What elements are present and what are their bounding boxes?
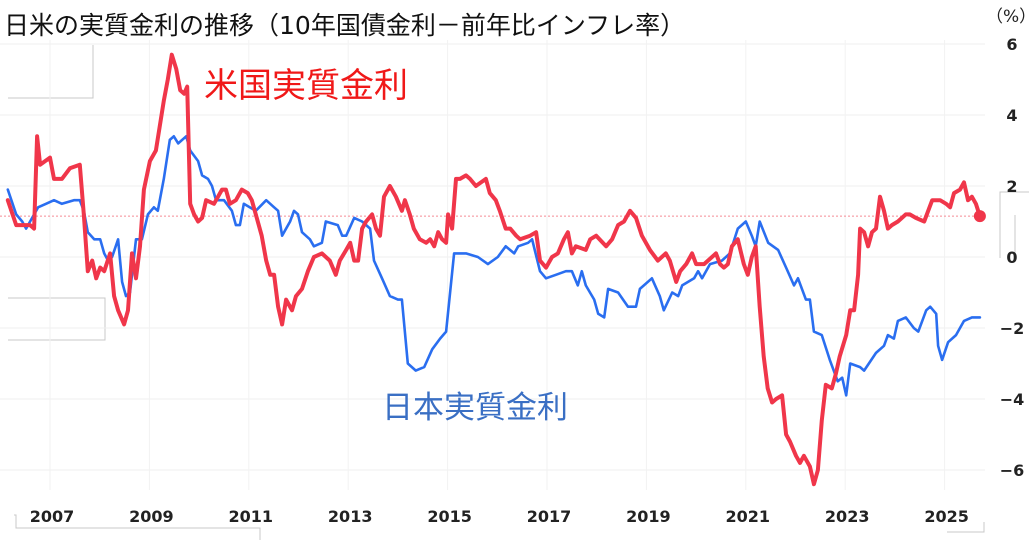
y-tick-label: 4 — [1006, 106, 1017, 125]
frame-bracket-top-left — [8, 45, 94, 99]
x-tick-label: 2011 — [229, 507, 274, 526]
x-axis-ticks: 2007 2009 2011 2013 2015 2017 2019 2021 2023 2025 — [30, 507, 969, 526]
y-tick-label: −4 — [1000, 390, 1025, 409]
frame-bracket-bottom — [14, 514, 261, 540]
x-tick-label: 2025 — [924, 507, 969, 526]
series-label-us: 米国実質金利 — [204, 66, 408, 106]
x-tick-label: 2009 — [129, 507, 174, 526]
x-tick-label: 2015 — [427, 507, 472, 526]
series-lines — [5, 52, 986, 487]
grid — [0, 40, 985, 490]
x-tick-label: 2007 — [30, 507, 75, 526]
frame-artifacts — [8, 45, 1029, 540]
x-tick-label: 2021 — [726, 507, 771, 526]
x-tick-label: 2017 — [527, 507, 572, 526]
chart-title: 日米の実質金利の推移（10年国債金利－前年比インフレ率） — [4, 11, 686, 40]
y-axis-unit: （%） — [986, 7, 1029, 27]
y-axis-ticks: 6 4 2 0 −2 −4 −6 — [1000, 35, 1025, 480]
frame-bracket-left — [8, 297, 106, 341]
y-tick-label: −6 — [1000, 461, 1025, 480]
y-tick-label: 2 — [1006, 177, 1017, 196]
series-line-japan — [6, 135, 982, 397]
y-tick-label: 6 — [1006, 35, 1017, 54]
y-tick-label: −2 — [1000, 319, 1025, 338]
frame-bracket-bottom-right — [947, 522, 985, 533]
frame-bracket-right — [999, 191, 1029, 258]
last-value-marker — [973, 210, 986, 223]
series-label-japan: 日本実質金利 — [382, 390, 568, 426]
y-tick-label: 0 — [1006, 248, 1017, 267]
series-line-us — [5, 52, 982, 487]
x-tick-label: 2013 — [328, 507, 373, 526]
x-tick-label: 2023 — [825, 507, 870, 526]
x-tick-label: 2019 — [626, 507, 671, 526]
